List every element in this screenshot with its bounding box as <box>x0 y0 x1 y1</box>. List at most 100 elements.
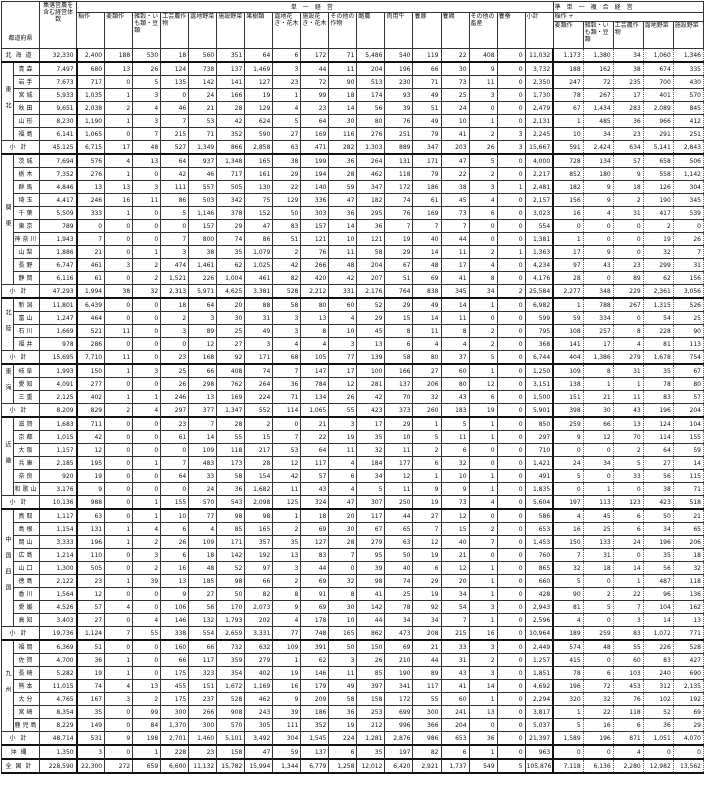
count-cell: 6,369 <box>39 639 78 654</box>
value-cell: 0 <box>642 744 674 760</box>
value-cell: 0 <box>132 587 162 601</box>
composite-sub-header: 稲作 + <box>552 12 705 22</box>
value-cell: 11 <box>328 666 358 680</box>
value-cell: 29 <box>672 718 705 732</box>
value-cell: 13 <box>672 613 705 627</box>
value-cell: 0 <box>496 167 526 181</box>
value-cell: 118 <box>672 574 705 588</box>
value-cell: 170 <box>216 600 246 614</box>
table-row: 東北 青森 7,497 680 13 26 124 738 137 1,469 3 44 11 204 19… <box>1 61 705 141</box>
prefecture-name: 沖縄 <box>0 744 41 760</box>
value-cell: 299 <box>642 258 674 272</box>
value-cell: 14 <box>672 456 705 470</box>
table-row: 高知 3,403 27 0 4 146 132 1,793 202 4 178 10 44 34 34 7 1 0… <box>2 613 705 627</box>
value-cell: 549 <box>468 758 498 774</box>
value-cell: 169 <box>216 390 246 404</box>
value-cell: 19 <box>244 88 274 102</box>
value-cell: 27 <box>642 456 674 470</box>
value-cell: 3 <box>496 140 526 155</box>
value-cell: 45 <box>440 193 470 207</box>
value-cell: 6 <box>328 744 358 760</box>
value-cell: 83 <box>642 390 674 404</box>
table-row: 鹿児島 8,229 149 0 84 1,370 300 570 305 111 352 19 212 9… <box>2 718 705 732</box>
subtotal-cell: 25,584 <box>524 284 555 299</box>
value-cell: 123 <box>612 495 644 510</box>
column-header-single: 酪農 <box>356 12 386 49</box>
count-cell: 4,700 <box>39 653 78 667</box>
value-cell: 3 <box>328 416 358 431</box>
value-cell: 68 <box>272 350 302 365</box>
value-cell: 2 <box>412 443 442 457</box>
value-cell: 6,600 <box>160 758 190 774</box>
prefecture-name: 千葉 <box>12 206 41 220</box>
value-cell: 34 <box>582 456 614 470</box>
value-cell: 83 <box>642 653 674 667</box>
subtotal-label: 小計 <box>0 495 41 510</box>
value-cell: 76 <box>384 114 414 128</box>
value-cell: 0 <box>468 548 498 562</box>
value-cell: 272 <box>104 758 134 774</box>
value-cell: 1 <box>104 535 134 549</box>
value-cell: 92 <box>216 350 246 365</box>
value-cell: 30 <box>328 522 358 536</box>
value-cell: 16 <box>272 679 302 693</box>
value-cell: 2,659 <box>216 626 246 641</box>
value-cell: 0 <box>132 443 162 457</box>
value-cell: 100 <box>356 363 386 378</box>
value-cell: 0 <box>496 508 526 523</box>
value-cell: 0 <box>496 535 526 549</box>
value-cell: 1,589 <box>552 731 584 746</box>
value-cell: 1 <box>468 692 498 706</box>
count-cell: 11,015 <box>39 679 78 693</box>
value-cell: 3 <box>188 311 218 325</box>
value-cell: 51 <box>384 271 414 285</box>
value-cell: 0 <box>160 219 190 233</box>
value-cell: 279 <box>244 653 274 667</box>
value-cell: 9 <box>612 167 644 181</box>
value-cell: 347 <box>412 140 442 155</box>
value-cell: 12 <box>440 561 470 575</box>
value-cell: 45 <box>356 324 386 338</box>
value-cell: 156 <box>552 193 584 207</box>
value-cell: 35 <box>642 363 674 378</box>
value-cell: 63 <box>272 140 302 155</box>
count-cell: 1,350 <box>39 744 78 760</box>
subtotal-cell: 850 <box>524 416 555 431</box>
value-cell: 56 <box>356 101 386 115</box>
value-cell: 190 <box>384 666 414 680</box>
count-cell: 1,157 <box>39 443 78 457</box>
value-cell: 0 <box>132 430 162 444</box>
subtotal-cell: 2,294 <box>524 692 555 706</box>
value-cell: 1 <box>468 297 498 312</box>
prefecture-name: 長野 <box>12 258 41 272</box>
value-cell: 56 <box>642 469 674 483</box>
value-cell: 0 <box>612 311 644 325</box>
value-cell: 570 <box>672 88 705 102</box>
value-cell: 15,994 <box>244 758 274 774</box>
value-cell: 260 <box>412 403 442 418</box>
value-cell: 63 <box>384 535 414 549</box>
value-cell: 133 <box>582 535 614 549</box>
value-cell: 2 <box>468 127 498 141</box>
value-cell: 175 <box>160 666 190 680</box>
value-cell: 69 <box>300 522 330 536</box>
value-cell: 1,303 <box>356 140 386 155</box>
value-cell: 5,141 <box>642 140 674 155</box>
value-cell: 2,212 <box>300 284 330 299</box>
value-cell: 19 <box>384 232 414 246</box>
prefecture-name: 東京 <box>12 219 41 233</box>
value-cell: 139 <box>356 350 386 365</box>
column-header-single: 露地花き・花木 <box>272 12 302 49</box>
value-cell: 30 <box>216 311 246 325</box>
value-cell: 75 <box>244 193 274 207</box>
subtotal-cell: 4,234 <box>524 258 555 272</box>
value-cell: 13 <box>104 61 134 76</box>
subtotal-cell: 586 <box>524 508 555 523</box>
value-cell: 3 <box>272 561 302 575</box>
value-cell: 48 <box>412 258 442 272</box>
value-cell: 19 <box>412 548 442 562</box>
prefecture-name: 佐賀 <box>12 653 41 667</box>
value-cell: 0 <box>496 731 526 746</box>
value-cell: 15 <box>244 430 274 444</box>
value-cell: 14 <box>188 430 218 444</box>
